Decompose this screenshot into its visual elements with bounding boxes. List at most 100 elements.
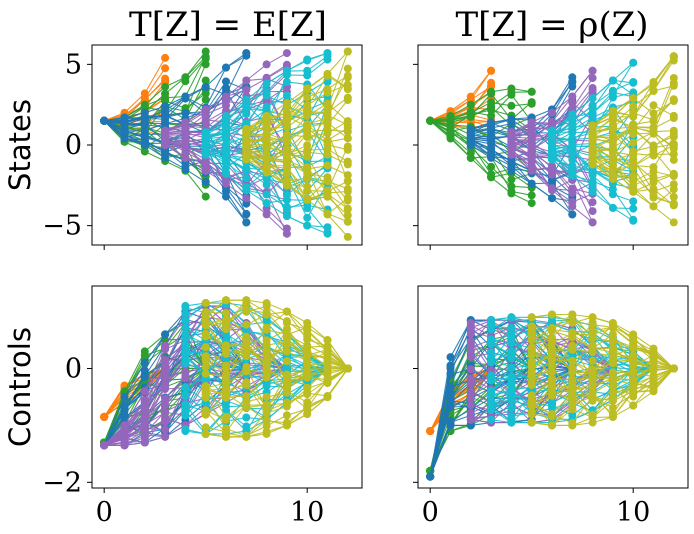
data-point: [487, 148, 496, 157]
data-point: [343, 204, 352, 213]
data-point: [201, 76, 210, 85]
data-point: [507, 347, 516, 356]
data-point: [222, 92, 230, 101]
data-point: [669, 140, 678, 148]
data-point: [527, 191, 536, 200]
trajectory-line: [429, 70, 492, 122]
data-point: [568, 155, 577, 164]
data-point: [527, 336, 536, 345]
data-point: [629, 102, 638, 111]
data-point: [487, 162, 496, 171]
data-point: [161, 330, 170, 339]
data-point: [507, 332, 516, 341]
data-point: [282, 347, 291, 356]
data-point: [303, 84, 312, 93]
data-point: [608, 203, 617, 212]
data-point: [487, 335, 496, 344]
data-point: [608, 120, 617, 129]
data-point: [100, 116, 109, 125]
data-point: [222, 349, 230, 358]
data-point: [242, 432, 251, 441]
data-point: [669, 171, 678, 180]
data-point: [323, 367, 332, 376]
data-point: [262, 79, 271, 88]
data-point: [669, 199, 678, 208]
data-point: [343, 96, 352, 104]
data-point: [568, 210, 577, 219]
data-point: [242, 119, 251, 128]
data-point: [527, 98, 536, 107]
data-point: [140, 89, 149, 98]
data-point: [201, 343, 210, 352]
data-point: [343, 117, 352, 126]
data-point: [181, 425, 190, 434]
data-point: [527, 199, 536, 208]
data-point: [161, 64, 170, 73]
data-point: [527, 87, 536, 96]
data-point: [548, 338, 556, 347]
data-point: [548, 421, 556, 430]
data-point: [242, 339, 251, 348]
data-point: [548, 367, 556, 376]
data-point: [120, 401, 129, 410]
data-point: [487, 348, 496, 357]
data-point: [548, 117, 556, 126]
data-point: [323, 140, 332, 149]
data-point: [242, 49, 251, 58]
data-point: [222, 406, 230, 415]
data-point: [629, 138, 638, 147]
data-point: [181, 358, 190, 367]
series-horizon-8: [100, 301, 291, 450]
data-point: [303, 141, 312, 150]
data-point: [548, 108, 556, 117]
data-point: [161, 417, 170, 426]
data-point: [527, 408, 536, 417]
data-point: [527, 357, 536, 366]
data-point: [588, 348, 597, 357]
data-point: [649, 86, 658, 95]
data-point: [466, 112, 475, 121]
data-point: [323, 336, 332, 345]
data-point: [466, 401, 475, 410]
data-point: [161, 380, 170, 389]
data-point: [222, 427, 230, 436]
data-point: [466, 100, 475, 109]
data-point: [548, 398, 556, 407]
data-point: [201, 89, 210, 98]
x-tick-label: 0: [422, 497, 439, 528]
data-point: [629, 177, 638, 186]
data-point: [669, 132, 678, 141]
data-point: [588, 218, 597, 227]
data-point: [548, 324, 556, 333]
data-point: [262, 134, 271, 143]
data-point: [588, 187, 597, 196]
data-point: [303, 390, 312, 399]
data-point: [323, 88, 332, 97]
data-point: [201, 329, 210, 338]
data-point: [303, 351, 312, 360]
data-point: [466, 340, 475, 349]
data-point: [303, 358, 312, 367]
data-point: [568, 110, 577, 119]
data-point: [222, 163, 230, 172]
data-point: [629, 215, 638, 224]
data-point: [222, 296, 230, 305]
data-point: [649, 115, 658, 124]
data-point: [669, 52, 678, 61]
data-point: [527, 313, 536, 322]
data-point: [649, 151, 658, 160]
data-point: [568, 375, 577, 384]
data-point: [201, 299, 210, 308]
data-point: [282, 77, 291, 86]
data-point: [242, 320, 251, 329]
data-point: [161, 425, 170, 434]
data-point: [303, 221, 312, 230]
data-point: [201, 369, 210, 378]
data-point: [282, 205, 291, 214]
data-point: [161, 89, 170, 98]
data-point: [343, 127, 352, 136]
data-point: [120, 393, 129, 401]
trajectory-line: [245, 153, 349, 216]
data-point: [548, 126, 556, 135]
data-point: [629, 112, 638, 120]
